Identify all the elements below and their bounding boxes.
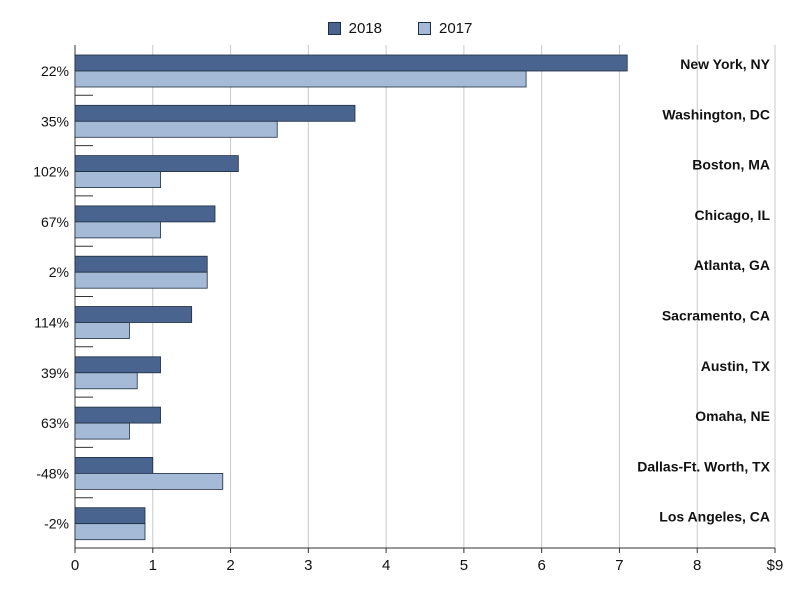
x-tick-label: 4 — [382, 557, 390, 574]
legend-item-2017: 2017 — [418, 20, 472, 37]
x-tick-label: 2 — [226, 557, 234, 574]
legend-item-2018: 2018 — [327, 20, 382, 37]
bar-2017 — [74, 523, 146, 541]
bar-2017 — [74, 120, 278, 138]
category-label: Sacramento, CA — [662, 308, 770, 324]
bar-2018 — [74, 54, 628, 72]
change-label: 114% — [34, 315, 69, 331]
change-label: -48% — [36, 465, 69, 481]
x-tick-label: 3 — [304, 557, 312, 574]
legend-swatch-2017 — [418, 22, 431, 35]
category-label: Washington, DC — [662, 106, 770, 122]
legend-swatch-2018 — [327, 22, 341, 35]
category-label: Dallas-Ft. Worth, TX — [637, 458, 770, 474]
bar-2017 — [74, 472, 224, 490]
change-label: 63% — [41, 415, 69, 431]
bar-2017 — [74, 422, 130, 440]
bar-2018 — [74, 456, 154, 474]
bar-2018 — [74, 356, 161, 374]
change-label: 39% — [41, 365, 69, 381]
x-tick-label: 6 — [537, 557, 545, 574]
bar-2017 — [74, 221, 161, 239]
x-tick-label: 0 — [71, 557, 79, 574]
change-label: 2% — [49, 264, 69, 280]
bar-2018 — [74, 507, 146, 525]
change-label: -2% — [44, 516, 69, 532]
bar-2017 — [74, 70, 527, 88]
category-label: Los Angeles, CA — [659, 509, 770, 525]
category-label: Omaha, NE — [695, 408, 770, 424]
bar-2017 — [74, 271, 208, 289]
bar-2018 — [74, 255, 208, 273]
legend-label-2017: 2017 — [439, 20, 473, 37]
category-label: New York, NY — [680, 56, 770, 72]
change-label: 102% — [33, 164, 69, 180]
bar-2018 — [74, 306, 193, 323]
x-tick-label: 5 — [460, 557, 468, 574]
bar-2018 — [74, 205, 216, 223]
change-label: 67% — [41, 214, 69, 230]
bar-2017 — [74, 372, 138, 390]
legend-label-2018: 2018 — [348, 20, 382, 37]
category-label: Boston, MA — [692, 157, 770, 173]
x-tick-label: 1 — [149, 557, 157, 574]
bar-2018 — [74, 155, 239, 173]
bar-2018 — [74, 406, 161, 424]
legend: 2018 2017 — [0, 20, 800, 37]
x-tick-label: $9 — [767, 557, 784, 574]
bar-2017 — [74, 171, 161, 189]
category-label: Atlanta, GA — [694, 257, 770, 273]
category-label: Austin, TX — [701, 358, 771, 374]
bar-2017 — [74, 322, 130, 339]
category-label: Chicago, IL — [695, 207, 771, 223]
bar-2018 — [74, 104, 356, 122]
x-tick-label: 8 — [693, 557, 701, 574]
x-tick-label: 7 — [615, 557, 623, 574]
change-label: 35% — [41, 113, 69, 129]
change-label: 22% — [41, 63, 69, 79]
